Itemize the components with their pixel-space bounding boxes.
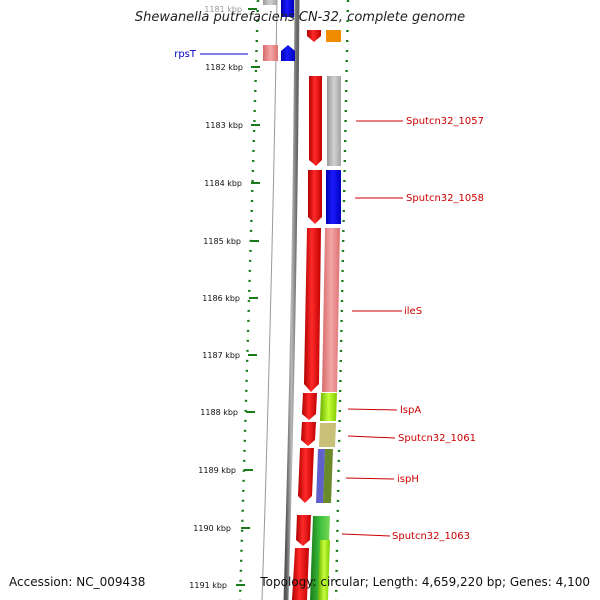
gene-label-Sputcn32_1063: Sputcn32_1063 [392,531,470,542]
left-dotted-axis [238,0,260,600]
tick-label: 1184 kbp [204,179,242,188]
Sputcn32_1057-cog-bar [327,76,341,166]
next-gene-arrow [292,548,309,600]
gene-label-ileS: ileS [404,306,422,317]
tick-label: 1190 kbp [193,524,231,533]
right-dotted-axis [334,0,350,600]
Sputcn32_1063-arrow [296,515,311,546]
tick-label: 1181 kbp [204,5,242,14]
ispH-cog-bar-purple [316,449,325,503]
top-orange-feature [326,30,341,42]
ispH-cog-bar-olive [323,449,333,503]
tick-label: 1183 kbp [205,121,243,130]
ileS-arrow [304,228,321,392]
lspA-cog-bar [320,393,337,421]
top-blue-feature [281,0,294,17]
topology-text: Topology: circular; Length: 4,659,220 bp… [260,575,590,589]
Sputcn32_1058-arrow [308,170,322,224]
Sputcn32_1061-arrow [301,422,316,446]
gene-label-leaders [200,53,403,537]
gene-labels: rpsT Sputcn32_1057 Sputcn32_1058 ileS ls… [174,49,484,542]
lspA-leader [347,408,398,411]
top-grey-feature [263,0,277,5]
rpsT-gene-arrow [281,45,295,61]
map-title: Shewanella putrefaciens CN-32, complete … [134,10,466,25]
ispH-arrow [298,448,314,503]
tick-label: 1186 kbp [202,294,240,303]
next-cog-bar-lime [318,540,330,600]
accession-text: Accession: NC_009438 [9,575,146,589]
genome-backbone [283,0,300,600]
Sputcn32_1063-leader [341,533,391,537]
tick-label: 1182 kbp [205,63,243,72]
tick-label: 1191 kbp [189,581,227,590]
gene-label-rpsT: rpsT [174,49,197,60]
Sputcn32_1061-cog-bar [319,423,336,447]
gene-label-Sputcn32_1058: Sputcn32_1058 [406,193,484,204]
tick-label: 1185 kbp [203,237,241,246]
gene-label-lspA: lspA [400,405,421,416]
Sputcn32_1061-leader [347,435,396,439]
Sputcn32_1057-arrow [309,76,322,166]
gene-label-ispH: ispH [397,474,419,485]
tick-label: 1189 kbp [198,466,236,475]
top-red-arrow [307,30,321,42]
ispH-leader [345,477,395,480]
rpsT-neighbor-feature [263,45,278,61]
gene-label-Sputcn32_1061: Sputcn32_1061 [398,433,476,444]
kbp-ticks: 1181 kbp 1182 kbp 1183 kbp 1184 kbp 1185… [189,5,260,590]
tick-label: 1188 kbp [200,408,238,417]
lspA-arrow [302,393,317,420]
tick-label: 1187 kbp [202,351,240,360]
ileS-cog-bar [322,228,340,392]
backbone-inner-edge [261,0,278,600]
Sputcn32_1058-cog-bar [326,170,341,224]
gene-label-Sputcn32_1057: Sputcn32_1057 [406,116,484,127]
